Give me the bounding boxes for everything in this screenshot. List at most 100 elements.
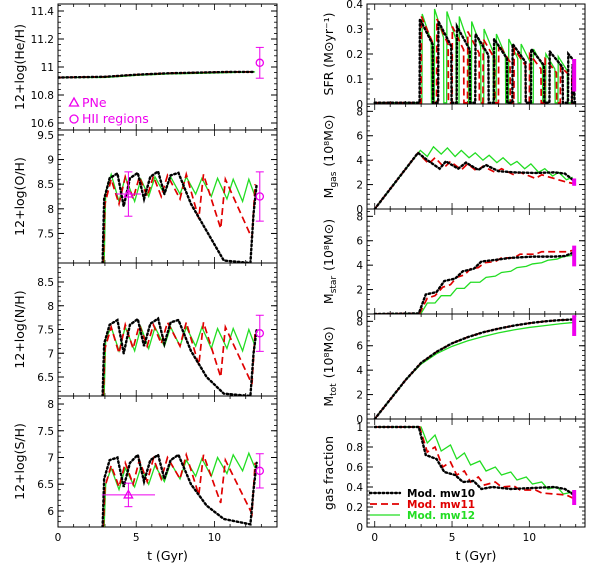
y-tick-label: 8.5 [37, 277, 54, 289]
series-line-mw11 [374, 318, 573, 419]
y-tick-label: 7 [47, 348, 54, 360]
panel-sfr: 0 0.1 0.2 0.3 0.4 SFR (M⊙yr⁻¹) [321, 0, 586, 111]
y-tick-label: 6 [356, 341, 363, 353]
y-tick-label: 0.2 [346, 49, 363, 61]
x-tick-label: 10 [523, 532, 536, 544]
y-tick-label: 10.6 [31, 118, 55, 130]
y-tick-label: 0.8 [346, 442, 363, 454]
y-axis-label: 12+log(S/H) [12, 423, 27, 500]
series-group [101, 169, 258, 263]
plot-frame [57, 395, 278, 528]
y-tick-label: 0 [356, 414, 363, 426]
legend-label: Mod. mw12 [407, 510, 475, 522]
series-group [373, 145, 574, 209]
observation-circle [255, 192, 265, 201]
panel-sh: 6 6.5 7 7.5 8 0 5 10 t (Gyr) 12+log(S/H) [12, 395, 278, 563]
y-tick-label: 11.2 [31, 34, 54, 46]
series-group [373, 8, 576, 104]
series-line-mw10 [101, 169, 258, 263]
series-group [101, 316, 258, 396]
y-tick-label: 2 [356, 285, 363, 297]
y-axis-label: Mtot (10⁸M⊙) [321, 326, 339, 406]
panel-gasfrac: 00.20.40.60.810 5 10t (Gyr)gas fraction Mod… [321, 418, 586, 563]
y-tick-label: 11.4 [31, 6, 55, 18]
series-line-mw12 [374, 254, 573, 314]
series-group [58, 70, 257, 79]
y-tick-label: 0.3 [346, 24, 363, 36]
series-line-mw10 [373, 318, 574, 419]
y-tick-label: 0 [356, 99, 363, 111]
y-axis-label: 12+log(N/H) [12, 290, 27, 368]
series-group [373, 425, 574, 499]
x-tick-label: 10 [208, 532, 221, 544]
y-tick-label: 0 [356, 522, 363, 534]
plot-frame [57, 262, 278, 397]
y-axis-label-main: M [321, 188, 336, 199]
y-axis-label-units: (10⁸M⊙) [321, 115, 336, 167]
series-line-mw12 [374, 426, 573, 495]
plot-frame [366, 103, 586, 210]
panel-mtot: 0 2 4 6 8 Mtot (10⁸M⊙) [321, 313, 586, 426]
y-tick-label: 7.5 [37, 426, 54, 438]
y-tick-label: 10.8 [31, 90, 54, 102]
y-tick-label: 8 [356, 211, 363, 223]
series-line-mw10 [58, 70, 257, 79]
series-group [101, 451, 258, 527]
y-tick-label: 2 [356, 390, 363, 402]
series-line-mw10 [373, 151, 574, 209]
series-line-mw11 [102, 451, 256, 527]
legend-triangle-marker [68, 96, 80, 107]
series-line-mw11 [374, 16, 576, 104]
y-tick-label: 9 [47, 155, 54, 167]
y-tick-label: 8 [356, 316, 363, 328]
legend-circle-marker [69, 114, 79, 124]
y-tick-label: 0 [356, 309, 363, 321]
y-axis-label-sub: tot [329, 383, 339, 396]
y-axis-label-main: M [321, 396, 336, 407]
panel-oh: 7.5 8 8.5 9 9.5 12+log(O/H) [12, 129, 278, 264]
y-tick-label: 6 [356, 131, 363, 143]
series-line-mw11 [374, 151, 573, 209]
legend-label: HII regions [82, 111, 149, 126]
y-tick-label: 9.5 [37, 130, 54, 142]
y-tick-label: 6 [47, 506, 54, 518]
x-tick-label: 0 [371, 532, 378, 544]
y-tick-label: 8.5 [37, 179, 54, 191]
series-line-mw11 [374, 426, 574, 499]
y-axis-label-sub: star [329, 276, 339, 294]
y-tick-label: 6.5 [37, 372, 54, 384]
series-line-mw10 [101, 316, 258, 396]
y-axis-label: Mgas (10⁸M⊙) [321, 115, 339, 199]
observation-circle [255, 329, 265, 338]
y-axis-label: gas fraction [321, 436, 336, 510]
legend-label: PNe [82, 95, 107, 110]
series-group [373, 249, 574, 314]
y-tick-label: 2 [356, 180, 363, 192]
y-tick-label: 0.2 [346, 502, 363, 514]
plot-frame [366, 418, 586, 528]
observation-circle [255, 58, 265, 68]
y-tick-label: 8 [47, 399, 54, 411]
panel-mgas: 0 2 4 6 8 Mgas (10⁸M⊙) [321, 103, 586, 216]
x-axis-label: t (Gyr) [147, 548, 188, 563]
series-line-mw10 [373, 18, 576, 104]
y-tick-label: 8 [47, 204, 54, 216]
observation-triangle [123, 188, 134, 198]
y-tick-label: 4 [356, 155, 363, 167]
x-tick-label: 0 [55, 532, 62, 544]
plot-frame [366, 313, 586, 420]
y-axis-label-units: (10⁸M⊙) [321, 326, 336, 378]
y-axis-label-units: (10⁸M⊙) [321, 219, 336, 271]
y-tick-label: 0.1 [346, 74, 363, 86]
x-tick-label: 5 [449, 532, 456, 544]
y-axis-label-main: M [321, 293, 336, 304]
series-line-mw11 [374, 249, 573, 314]
panel-nh: 6.5 7 7.5 8 8.5 12+log(N/H) [12, 262, 278, 397]
y-axis-label: 12+log(He/H) [12, 24, 27, 110]
y-axis-label-sub: gas [329, 171, 339, 187]
panel-mstar: 0 2 4 6 8 Mstar (10⁸M⊙) [321, 208, 586, 321]
y-tick-label: 0.4 [346, 482, 363, 494]
series-line-mw12 [103, 451, 256, 527]
